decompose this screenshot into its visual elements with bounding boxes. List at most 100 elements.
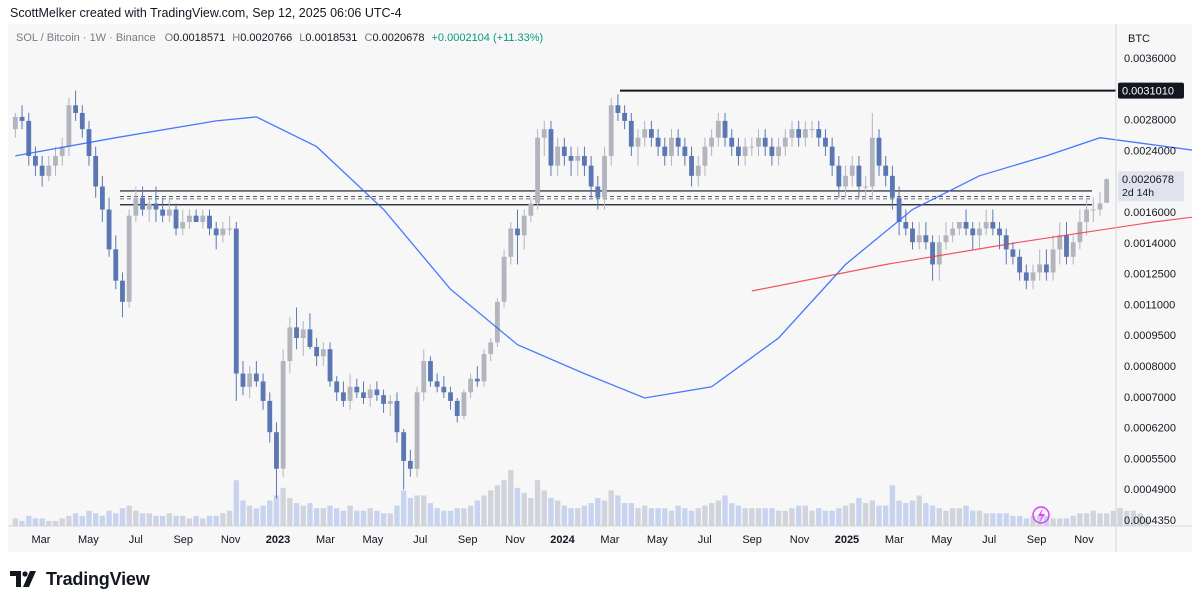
volume-bar: [996, 513, 1003, 526]
volume-bar: [534, 480, 541, 526]
candle-body: [930, 242, 935, 265]
price-chart[interactable]: 0.00360000.00320000.00280000.00240000.00…: [8, 24, 1192, 552]
axes-layer: 0.00360000.00320000.00280000.00240000.00…: [8, 24, 1192, 552]
candle-body: [521, 215, 527, 236]
volume-bar: [313, 508, 320, 526]
candle-body: [709, 137, 715, 147]
candle-body: [1037, 264, 1043, 273]
volume-bar: [159, 515, 166, 526]
volume-bar: [762, 508, 768, 526]
candle-body: [722, 120, 728, 138]
volume-bar: [79, 515, 85, 526]
volume-bar: [601, 500, 608, 526]
candle-body: [213, 228, 219, 236]
volume-bar: [662, 508, 668, 526]
volume-bar: [715, 500, 722, 526]
volume-bar: [621, 503, 628, 526]
alert-flash-icon[interactable]: [1032, 506, 1050, 524]
candle-body: [33, 155, 38, 166]
volume-bar: [307, 503, 313, 526]
time-tick-label: Sep: [1027, 534, 1047, 546]
volume-bar: [320, 508, 327, 526]
volume-bar: [180, 515, 186, 526]
candle-body: [140, 197, 145, 210]
candle-body: [796, 129, 802, 138]
volume-bar: [139, 513, 146, 526]
candle-body: [1057, 235, 1063, 250]
volume-bar: [1130, 510, 1137, 526]
volume-bar: [1077, 513, 1083, 526]
candle-body: [160, 209, 166, 216]
candle-body: [488, 342, 494, 354]
candle-body: [769, 146, 775, 156]
candle-body: [1097, 203, 1103, 210]
volume-bar: [1144, 518, 1150, 526]
candle-body: [695, 165, 701, 176]
volume-bar: [1097, 513, 1103, 526]
candle-body: [615, 105, 621, 113]
last-price-tag: [1118, 171, 1184, 202]
candle-body: [1017, 256, 1023, 273]
candle-body: [1050, 249, 1056, 273]
candle-body: [274, 432, 279, 469]
time-tick-label: Nov: [505, 534, 525, 546]
volume-bar: [414, 495, 420, 526]
candle-body: [501, 256, 507, 302]
volume-bar: [246, 505, 253, 526]
candle-body: [970, 228, 976, 236]
volume-bar: [561, 505, 568, 526]
candle-body: [1084, 209, 1089, 223]
time-tick-label: Jul: [413, 534, 427, 546]
volume-bar: [1010, 515, 1016, 526]
volume-bar: [293, 503, 300, 526]
volume-bar: [1124, 510, 1130, 526]
candle-body: [568, 155, 574, 161]
volume-bar: [675, 505, 681, 526]
volume-bar: [32, 518, 39, 526]
volume-bar: [775, 510, 782, 526]
candle-body: [889, 175, 895, 198]
volume-bar: [508, 470, 514, 526]
volume-bar: [287, 498, 293, 526]
candle-body: [327, 349, 333, 382]
time-tick-label: Jul: [982, 534, 996, 546]
low-value: 0.0018531: [305, 32, 358, 44]
candle-body: [548, 129, 554, 166]
time-tick-label: Mar: [316, 534, 335, 546]
volume-bar: [869, 500, 876, 526]
candle-body: [133, 197, 139, 216]
volume-bar: [193, 515, 199, 526]
candle-body: [394, 400, 400, 433]
volume-bar: [795, 505, 802, 526]
volume-bar: [421, 495, 427, 526]
candle-body: [146, 203, 152, 210]
volume-bar: [1117, 508, 1123, 526]
volume-bar: [916, 495, 922, 526]
volume-bar: [488, 490, 494, 526]
volume-bar: [568, 508, 574, 526]
volume-bar: [501, 480, 507, 526]
volume-bar: [735, 505, 742, 526]
volume-bar: [46, 520, 52, 526]
volume-bar: [655, 508, 661, 526]
candle-body: [655, 137, 661, 147]
candle-body: [300, 329, 306, 339]
candle-body: [622, 112, 628, 121]
volume-bar: [19, 520, 25, 526]
volume-bar: [494, 485, 501, 526]
candle-body: [628, 120, 634, 147]
axis-unit-label: BTC: [1128, 33, 1150, 45]
volume-bar: [648, 508, 655, 526]
candle-body: [956, 222, 962, 229]
volume-bar: [949, 508, 956, 526]
ohlc-legend: SOL / Bitcoin · 1W · Binance O0.0018571 …: [16, 32, 543, 44]
price-tick-label: 0.0024000: [1124, 145, 1176, 157]
candle-body: [253, 373, 259, 382]
brand-name: TradingView: [46, 568, 150, 589]
candle-body: [983, 222, 989, 229]
candle-body: [1043, 264, 1049, 273]
volume-bar: [816, 508, 822, 526]
volume-bar: [876, 505, 882, 526]
change-value: +0.0002104 (+11.33%): [431, 32, 544, 44]
candle-body: [247, 373, 253, 387]
